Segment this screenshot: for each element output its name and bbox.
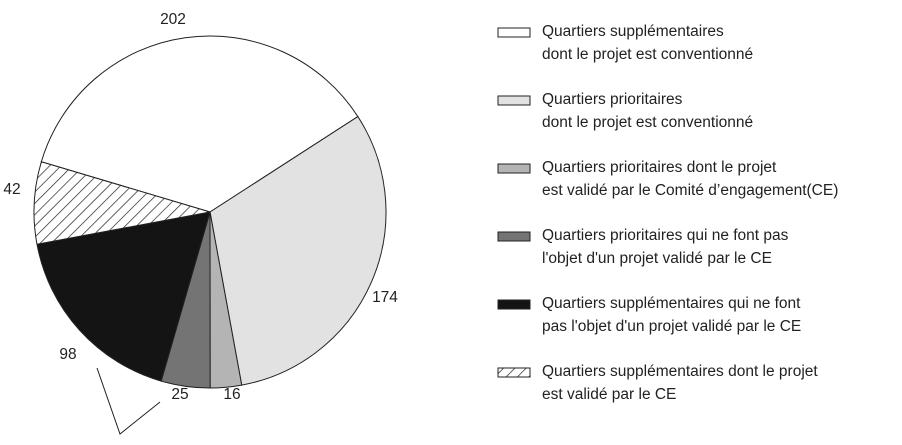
data-label: 202 <box>160 11 186 28</box>
pie-slice <box>36 211 211 382</box>
legend-label: Quartiers prioritaires dont le projet <box>542 159 777 176</box>
legend-label: dont le projet est conventionné <box>542 114 753 131</box>
legend-label: l'objet d'un projet validé par le CE <box>542 250 772 267</box>
legend-swatch <box>497 299 531 310</box>
legend-label: est validé par le CE <box>542 386 676 403</box>
legend-label: est validé par le Comité d’engagement(CE… <box>542 182 838 199</box>
legend-label: Quartiers prioritaires qui ne font pas <box>542 227 789 244</box>
data-label: 16 <box>223 386 240 403</box>
legend-swatch <box>497 95 531 106</box>
legend-swatch <box>497 163 531 174</box>
data-label: 25 <box>171 386 188 403</box>
data-label: 98 <box>59 346 76 363</box>
data-label: 174 <box>372 289 398 306</box>
legend-label: pas l'objet d'un projet validé par le CE <box>542 318 801 335</box>
pie-slice <box>40 35 359 213</box>
legend-label: Quartiers prioritaires <box>542 91 683 108</box>
legend-label: Quartiers supplémentaires <box>542 23 724 40</box>
legend-label: dont le projet est conventionné <box>542 46 753 63</box>
leader-line <box>96 367 161 435</box>
legend-label: Quartiers supplémentaires qui ne font <box>542 295 801 312</box>
legend-swatch <box>497 27 531 38</box>
legend-swatch <box>497 367 531 378</box>
pie-slice <box>33 161 211 245</box>
data-label: 42 <box>3 181 20 198</box>
pie-slice <box>209 115 387 386</box>
legend-swatch <box>497 231 531 242</box>
legend-label: Quartiers supplémentaires dont le projet <box>542 363 818 380</box>
